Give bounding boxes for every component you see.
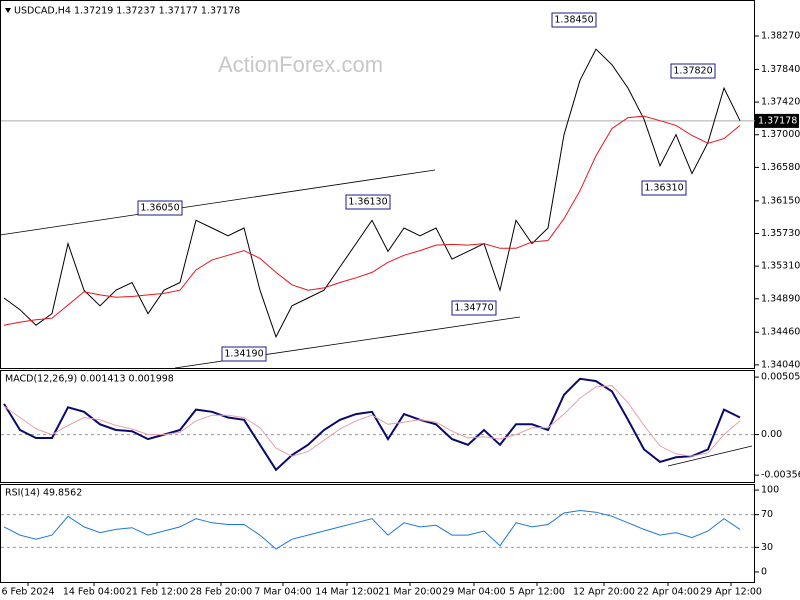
macd-title: MACD(12,26,9) 0.001413 0.001998 xyxy=(5,374,174,385)
y-tick-label: 70 xyxy=(761,509,773,520)
y-tick-label: 0.005054 xyxy=(761,372,800,383)
y-tick-label: 1.34460 xyxy=(761,327,800,338)
y-tick-label: 1.34040 xyxy=(761,359,800,370)
y-tick-label: 0 xyxy=(761,566,767,577)
price-label-box xyxy=(137,200,183,216)
x-tick-label: 21 Mar 20:00 xyxy=(378,587,441,598)
x-tick-label: 29 Mar 04:00 xyxy=(442,587,505,598)
y-tick-label: 1.37420 xyxy=(761,97,800,108)
price-label: 1.34770 xyxy=(454,303,493,314)
x-tick-label: 7 Mar 04:00 xyxy=(254,587,311,598)
y-tick-label: 100 xyxy=(761,485,779,496)
price-label-box xyxy=(551,12,597,28)
y-tick-label: 1.35730 xyxy=(761,228,800,239)
price-label-box xyxy=(451,300,497,316)
series-line xyxy=(3,115,741,326)
series-line xyxy=(3,48,741,339)
price-label-box xyxy=(641,180,687,196)
price-label-box xyxy=(345,194,391,210)
series-line xyxy=(3,509,741,550)
y-tick-label: 1.37000 xyxy=(761,129,800,140)
series-line xyxy=(3,385,741,457)
watermark: ActionForex.com xyxy=(218,52,383,77)
x-tick-label: 6 Feb 2024 xyxy=(1,587,54,598)
x-tick-label: 29 Apr 12:00 xyxy=(700,587,762,598)
price-label-box xyxy=(221,346,267,362)
x-tick-label: 5 Apr 12:00 xyxy=(509,587,565,598)
x-tick-label: 12 Apr 20:00 xyxy=(573,587,635,598)
y-tick-label: -0.003569 xyxy=(761,470,800,481)
price-label: 1.37820 xyxy=(673,66,712,77)
y-tick-label: 1.38270 xyxy=(761,30,800,41)
x-tick-label: 28 Feb 20:00 xyxy=(190,587,252,598)
price-label: 1.36310 xyxy=(644,183,683,194)
last-price-label: 1.37178 xyxy=(758,115,797,126)
rsi-frame xyxy=(0,484,755,583)
y-tick-label: 1.36150 xyxy=(761,195,800,206)
menu-arrow xyxy=(5,8,11,13)
price-label: 1.38450 xyxy=(554,15,593,26)
series-line xyxy=(3,377,741,472)
price-label: 1.34190 xyxy=(224,349,263,360)
header: USDCAD,H4 1.37219 1.37237 1.37177 1.3717… xyxy=(14,6,240,17)
y-tick-label: 1.36580 xyxy=(761,162,800,173)
y-tick-label: 1.37840 xyxy=(761,64,800,75)
last-price-box xyxy=(755,113,799,128)
y-tick-label: 1.34890 xyxy=(761,293,800,304)
price-label-box xyxy=(670,63,716,79)
price-label: 1.36130 xyxy=(348,197,387,208)
y-tick-label: 1.35310 xyxy=(761,261,800,272)
rsi-title: RSI(14) 49.8562 xyxy=(5,488,82,499)
macd-trendline xyxy=(667,445,753,467)
x-tick-label: 22 Apr 04:00 xyxy=(637,587,699,598)
x-tick-label: 14 Feb 04:00 xyxy=(63,587,125,598)
x-tick-label: 14 Mar 12:00 xyxy=(315,587,378,598)
main-frame xyxy=(0,0,755,369)
macd-frame xyxy=(0,370,755,483)
channel-upper xyxy=(0,169,436,236)
x-tick-label: 21 Feb 12:00 xyxy=(126,587,188,598)
y-tick-label: 30 xyxy=(761,542,773,553)
price-label: 1.36050 xyxy=(140,203,179,214)
y-tick-label: 0.00 xyxy=(761,429,782,440)
